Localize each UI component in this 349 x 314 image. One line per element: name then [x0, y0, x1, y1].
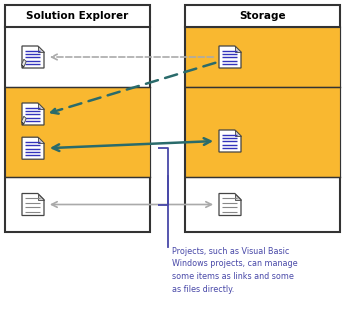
Polygon shape — [22, 116, 26, 124]
Text: Projects, such as Visual Basic
Windows projects, can manage
some items as links : Projects, such as Visual Basic Windows p… — [172, 247, 298, 294]
Polygon shape — [235, 130, 241, 136]
Polygon shape — [38, 193, 44, 200]
Polygon shape — [235, 46, 241, 52]
Polygon shape — [219, 46, 241, 68]
Polygon shape — [22, 122, 24, 125]
Bar — [185, 5, 340, 232]
Polygon shape — [22, 193, 44, 215]
Text: Storage: Storage — [239, 11, 286, 21]
Polygon shape — [38, 46, 44, 52]
Bar — [5, 87, 150, 177]
Bar — [5, 5, 150, 232]
Polygon shape — [22, 103, 44, 125]
Polygon shape — [22, 137, 44, 159]
Polygon shape — [22, 46, 44, 68]
Polygon shape — [219, 130, 241, 152]
Bar — [185, 27, 340, 87]
Polygon shape — [38, 137, 44, 143]
Polygon shape — [22, 65, 24, 68]
Polygon shape — [235, 193, 241, 200]
Polygon shape — [38, 103, 44, 109]
Polygon shape — [219, 193, 241, 215]
Polygon shape — [22, 59, 26, 67]
Text: Solution Explorer: Solution Explorer — [27, 11, 129, 21]
Bar — [185, 87, 340, 177]
